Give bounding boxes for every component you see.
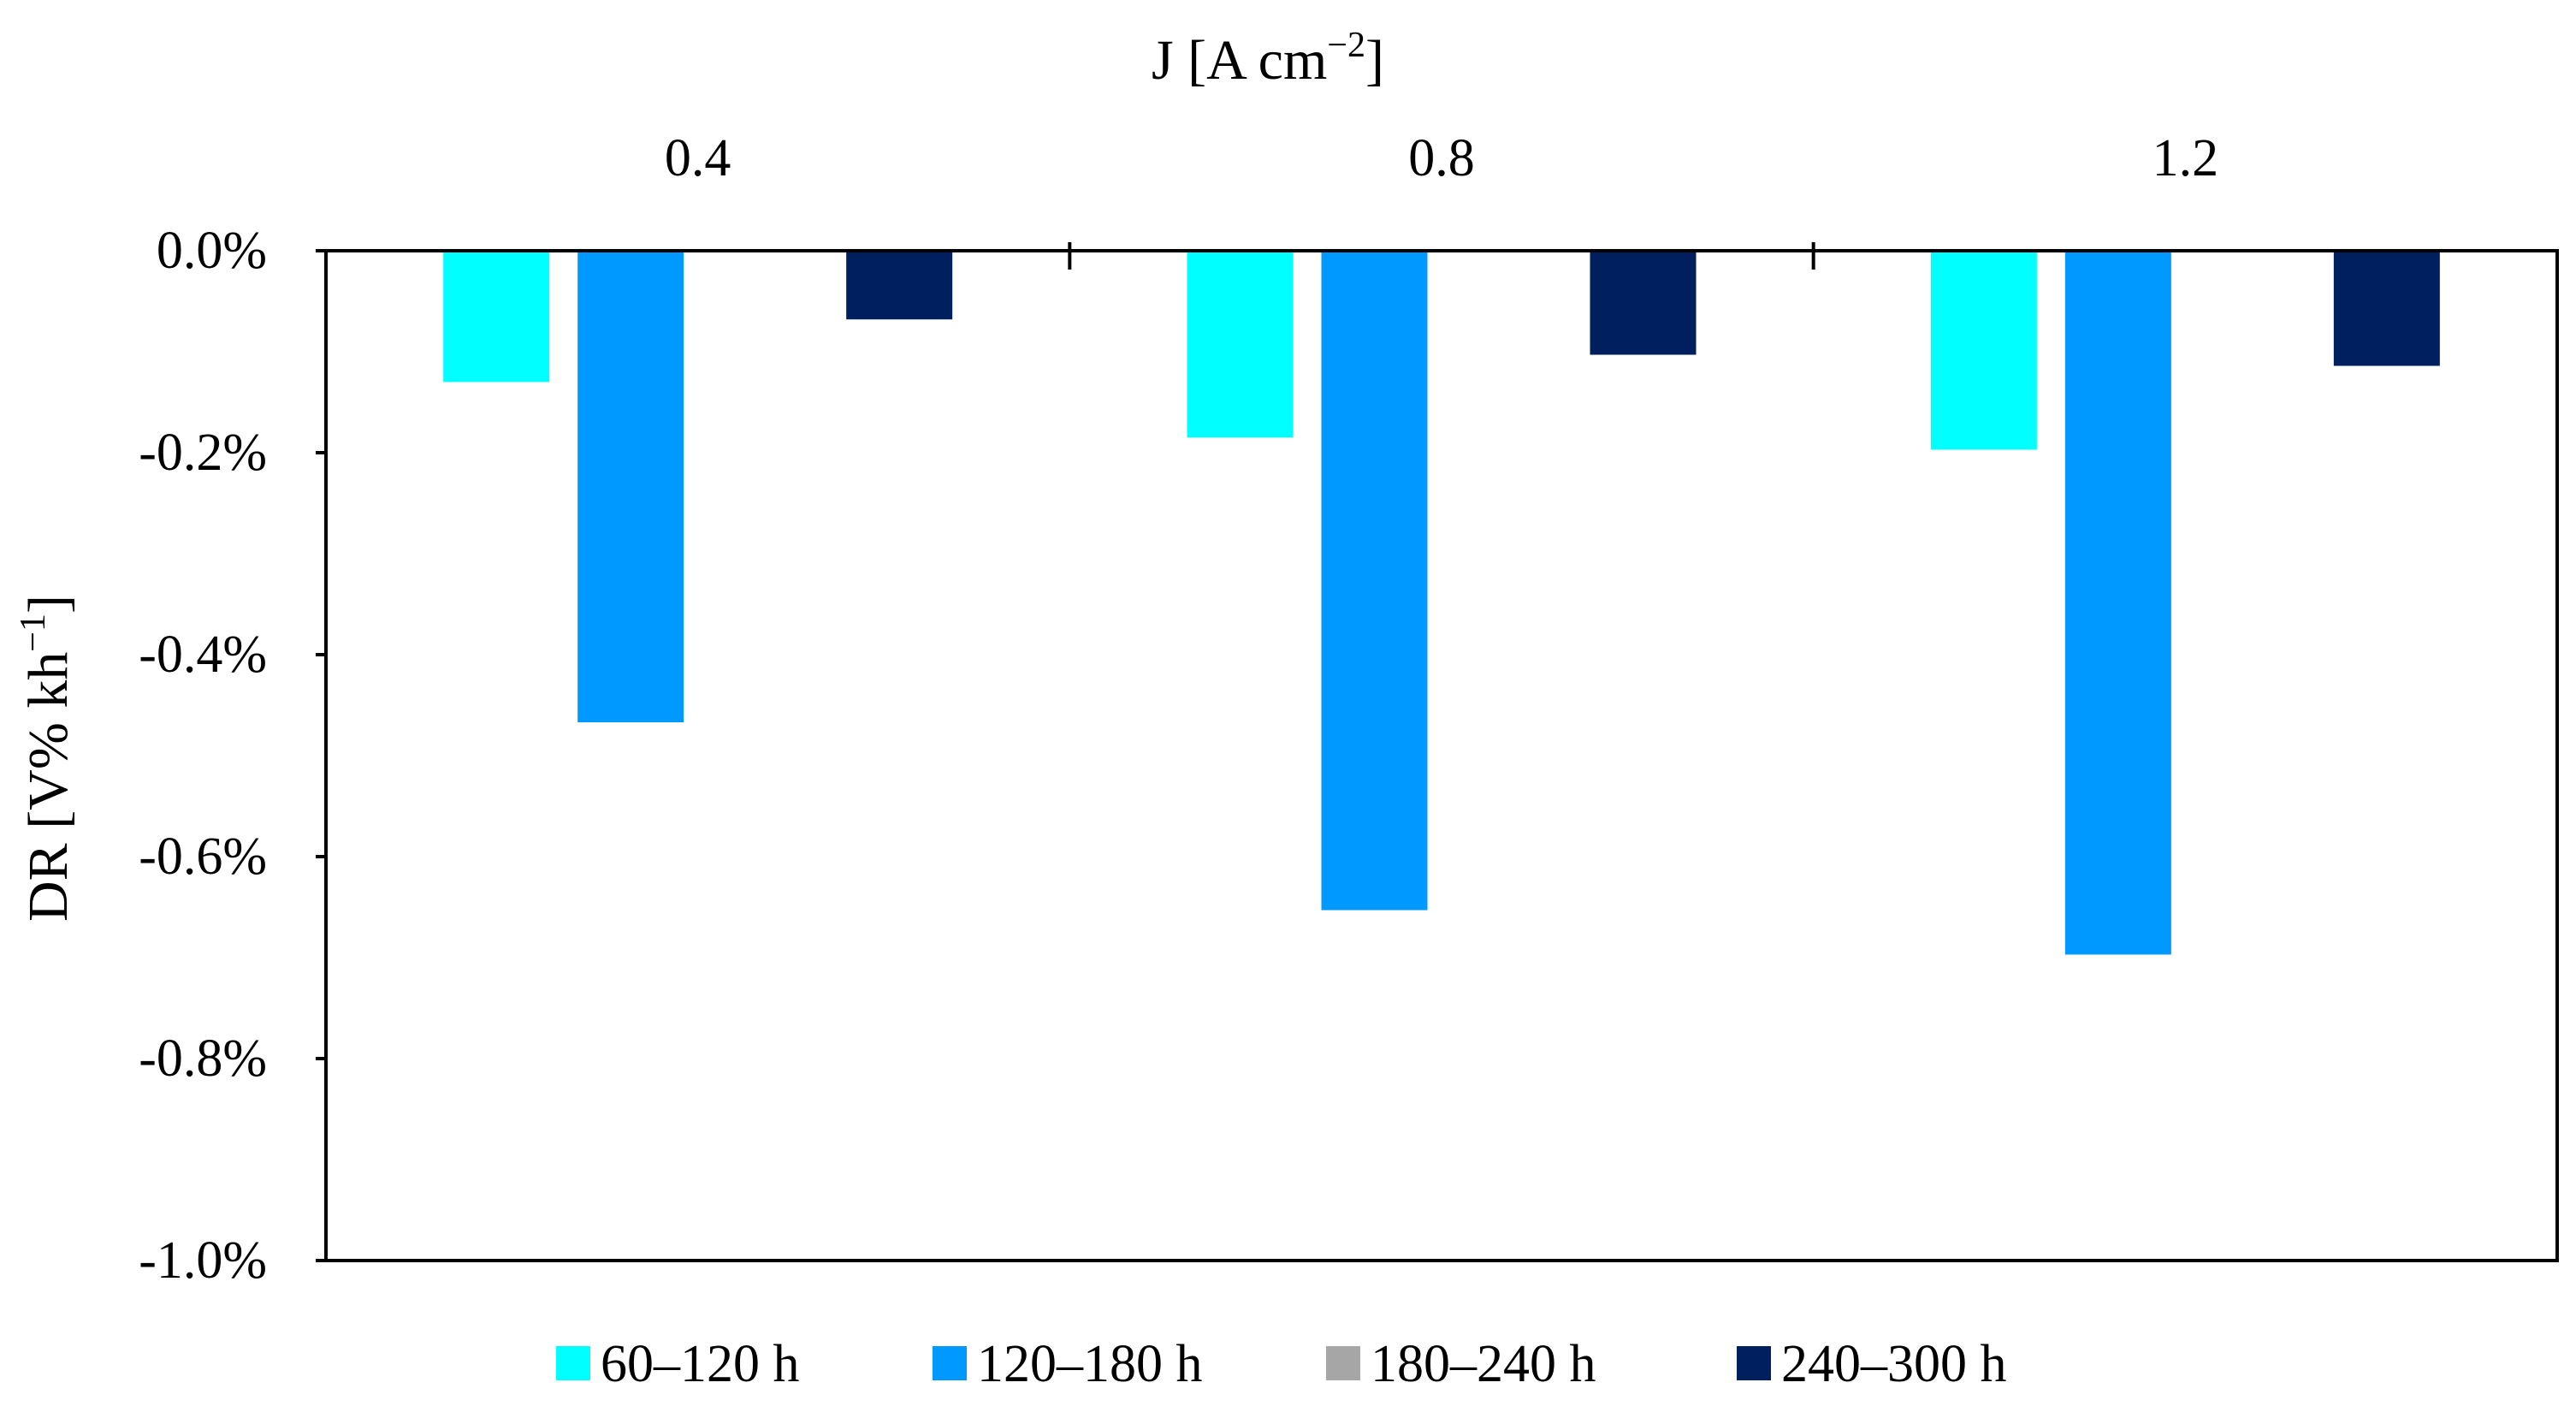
legend-label: 120–180 h (977, 1335, 1203, 1393)
x-tick-label: 1.2 (2153, 129, 2219, 187)
legend-swatch (556, 1346, 590, 1380)
bar (2064, 251, 2171, 955)
y-tick-label: -0.6% (139, 828, 267, 886)
legend-swatch (1737, 1346, 1771, 1380)
legend-swatch (1326, 1346, 1360, 1380)
x-axis-title-main: J [A cm (1152, 29, 1327, 92)
y-axis-title-close: ] (17, 595, 80, 614)
bar (1590, 251, 1697, 355)
legend-label: 60–120 h (601, 1335, 800, 1393)
y-tick-label: -1.0% (139, 1231, 267, 1290)
x-tick-label: 0.8 (1408, 129, 1475, 187)
y-tick-label: -0.2% (139, 424, 267, 482)
x-axis-title-close: ] (1365, 29, 1384, 92)
legend-label: 240–300 h (1781, 1335, 2007, 1393)
bar (2333, 251, 2440, 366)
x-axis-title: J [A cm−2] (1152, 26, 1384, 92)
x-tick-labels: 0.4 0.8 1.2 (665, 129, 2218, 187)
legend-label: 180–240 h (1371, 1335, 1596, 1393)
y-tick-labels: 0.0% -0.2% -0.4% -0.6% -0.8% -1.0% (139, 222, 267, 1290)
y-axis-title-main: DR [V% kh (17, 652, 80, 922)
legend-swatch (933, 1346, 967, 1380)
bar (1930, 251, 2037, 450)
y-axis-title-sup: −1 (14, 614, 53, 652)
bar (577, 251, 684, 723)
legend: 60–120 h 120–180 h 180–240 h 240–300 h (556, 1335, 2007, 1393)
bar (846, 251, 953, 320)
bar (443, 251, 550, 383)
bars (443, 251, 2440, 955)
bar (1187, 251, 1294, 438)
y-axis-title: DR [V% kh−1] (14, 595, 80, 922)
x-axis-title-sup: −2 (1327, 26, 1365, 65)
y-tick-label: -0.4% (139, 626, 267, 684)
axis-tick-marks (316, 242, 1815, 1262)
x-tick-label: 0.4 (665, 129, 731, 187)
y-tick-label: 0.0% (157, 222, 267, 280)
y-tick-label: -0.8% (139, 1029, 267, 1088)
plot-frame (324, 249, 2559, 1262)
bar (1321, 251, 1428, 911)
